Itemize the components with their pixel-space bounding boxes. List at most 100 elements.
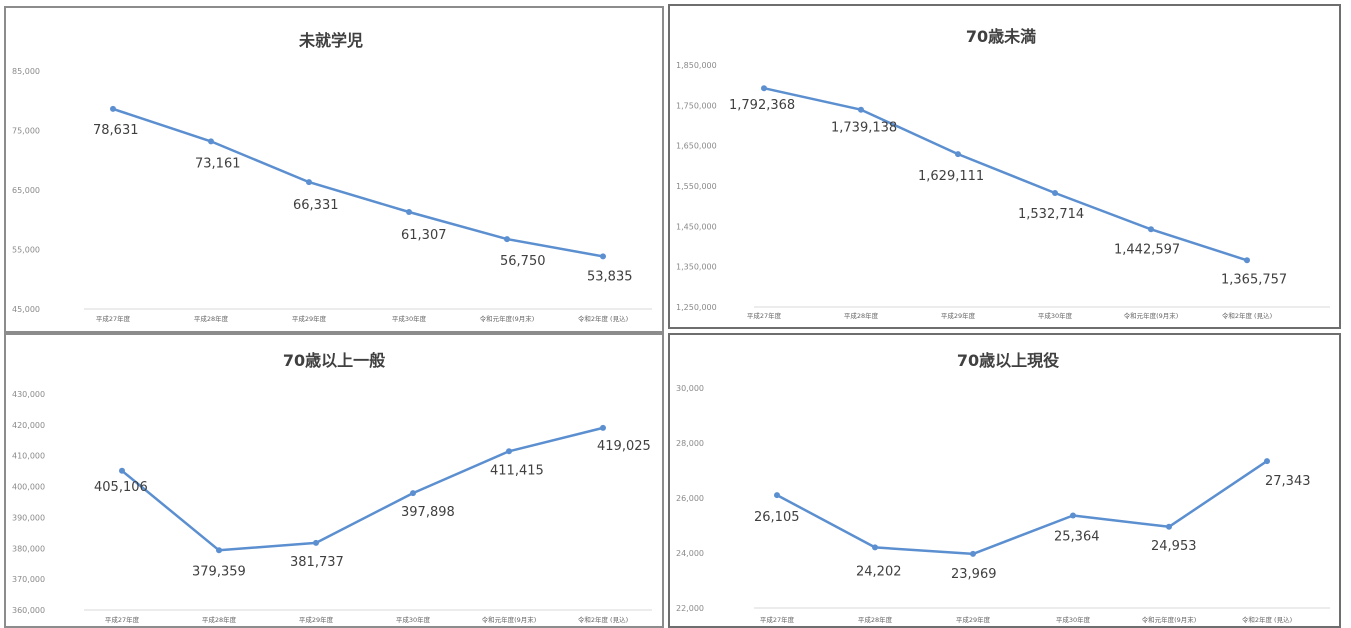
data-label: 66,331 (293, 198, 339, 213)
data-point (313, 539, 319, 546)
chart-title: 70歳以上一般 (283, 351, 385, 370)
data-point (110, 105, 116, 112)
x-tick-label: 平成27年度 (747, 311, 782, 320)
data-point (1264, 458, 1270, 465)
data-point (872, 544, 878, 551)
data-point (761, 85, 767, 92)
data-label: 56,750 (500, 254, 546, 269)
data-label: 27,343 (1265, 474, 1311, 489)
y-tick-label: 45,000 (12, 305, 40, 314)
x-tick-label: 令和元年度(9月末) (480, 314, 535, 323)
data-label: 419,025 (597, 439, 651, 454)
data-label: 405,106 (94, 480, 148, 495)
data-label: 1,739,138 (831, 121, 897, 136)
data-point (119, 467, 125, 474)
data-point (406, 209, 412, 215)
data-label: 25,364 (1054, 530, 1100, 545)
data-label: 53,835 (587, 269, 633, 284)
data-label: 73,161 (195, 156, 241, 171)
x-tick-label: 平成29年度 (292, 314, 327, 323)
data-label: 61,307 (401, 228, 447, 243)
x-tick-label: 令和元年度(9月末) (482, 615, 537, 624)
chart-panel-70-plus-active: 70歳以上現役 30,000 28,000 26,000 24,000 22,000 平成2… (668, 333, 1341, 628)
y-tick-label: 410,000 (12, 452, 45, 461)
y-tick-label: 400,000 (12, 483, 45, 492)
chart-title: 70歳以上現役 (957, 351, 1060, 370)
chart-title: 70歳未満 (966, 27, 1036, 46)
y-tick-label: 420,000 (12, 421, 45, 430)
x-tick-label: 平成29年度 (956, 615, 991, 624)
data-point (1070, 512, 1076, 519)
y-tick-label: 380,000 (12, 544, 45, 553)
data-point (1052, 190, 1058, 196)
data-point (216, 547, 222, 554)
chart-panel-70-plus-general: 70歳以上一般 430,000 420,000 410,000 400,000 390,0… (4, 333, 664, 628)
x-tick-label: 令和2年度 (見込) (1242, 615, 1292, 624)
x-tick-label: 平成28年度 (194, 314, 229, 323)
data-label: 1,792,368 (729, 98, 795, 113)
chart-panel-under-70: 70歳未満 1,850,000 1,750,000 1,650,000 1,550,00… (668, 4, 1341, 329)
series-line (763, 86, 1248, 262)
y-tick-label: 75,000 (12, 127, 40, 136)
data-label: 24,202 (856, 564, 902, 579)
data-label: 1,532,714 (1018, 207, 1084, 222)
x-tick-label: 平成28年度 (844, 311, 879, 320)
x-tick-label: 令和2年度 (見込) (578, 615, 628, 624)
x-tick-label: 平成27年度 (105, 615, 140, 624)
data-label: 397,898 (401, 505, 455, 520)
x-tick-label: 平成30年度 (1038, 311, 1073, 320)
series-line (121, 426, 604, 552)
data-point (504, 236, 510, 243)
data-point (506, 448, 512, 455)
y-tick-label: 1,450,000 (676, 222, 717, 231)
data-label: 379,359 (192, 564, 246, 579)
data-label: 411,415 (490, 463, 544, 478)
y-tick-label: 1,350,000 (676, 263, 717, 272)
line-chart-70-plus-general: 70歳以上一般 430,000 420,000 410,000 400,000 390,0… (12, 351, 652, 624)
x-tick-label: 平成27年度 (96, 314, 131, 323)
x-tick-label: 令和2年度 (見込) (1222, 311, 1272, 320)
x-tick-label: 平成30年度 (392, 314, 427, 323)
y-tick-label: 22,000 (676, 604, 704, 613)
line-chart-preschool: 未就学児 85,000 75,000 65,000 55,000 45,000 平成27年度… (12, 31, 652, 323)
data-label: 1,629,111 (918, 169, 984, 184)
data-label: 1,442,597 (1114, 242, 1180, 257)
x-tick-label: 令和2年度 (見込) (578, 314, 628, 323)
data-point (1244, 257, 1250, 264)
y-tick-label: 1,650,000 (676, 142, 717, 151)
y-tick-label: 65,000 (12, 186, 40, 195)
data-point (1166, 523, 1172, 530)
chart-panel-preschool: 未就学児 85,000 75,000 65,000 55,000 45,000 平成27年度… (4, 6, 664, 333)
x-tick-label: 平成27年度 (760, 615, 795, 624)
x-tick-label: 平成28年度 (858, 615, 893, 624)
y-tick-label: 30,000 (676, 384, 704, 393)
x-tick-label: 平成30年度 (1056, 615, 1091, 624)
y-tick-label: 360,000 (12, 606, 45, 615)
data-label: 24,953 (1151, 539, 1197, 554)
data-point (955, 151, 961, 158)
y-tick-label: 1,850,000 (676, 61, 717, 70)
data-point (208, 138, 214, 145)
data-point (970, 550, 976, 557)
data-point (410, 490, 416, 497)
x-tick-label: 平成29年度 (299, 615, 334, 624)
data-label: 26,105 (754, 510, 800, 525)
data-point (774, 492, 780, 499)
x-tick-label: 令和元年度(9月末) (1142, 615, 1197, 624)
line-chart-under-70: 70歳未満 1,850,000 1,750,000 1,650,000 1,550,00… (676, 27, 1330, 320)
data-label: 1,365,757 (1221, 272, 1287, 287)
data-label: 381,737 (290, 555, 344, 570)
x-tick-label: 平成30年度 (396, 615, 431, 624)
y-tick-label: 55,000 (12, 246, 40, 255)
data-point (858, 106, 864, 113)
data-point (306, 179, 312, 186)
data-point (600, 253, 606, 260)
data-point (600, 424, 606, 431)
y-tick-label: 1,250,000 (676, 303, 717, 312)
chart-title: 未就学児 (298, 31, 363, 50)
x-tick-label: 平成29年度 (941, 311, 976, 320)
x-tick-label: 平成28年度 (202, 615, 237, 624)
x-tick-label: 令和元年度(9月末) (1124, 311, 1179, 320)
series-line (776, 460, 1268, 556)
y-tick-label: 1,550,000 (676, 182, 717, 191)
